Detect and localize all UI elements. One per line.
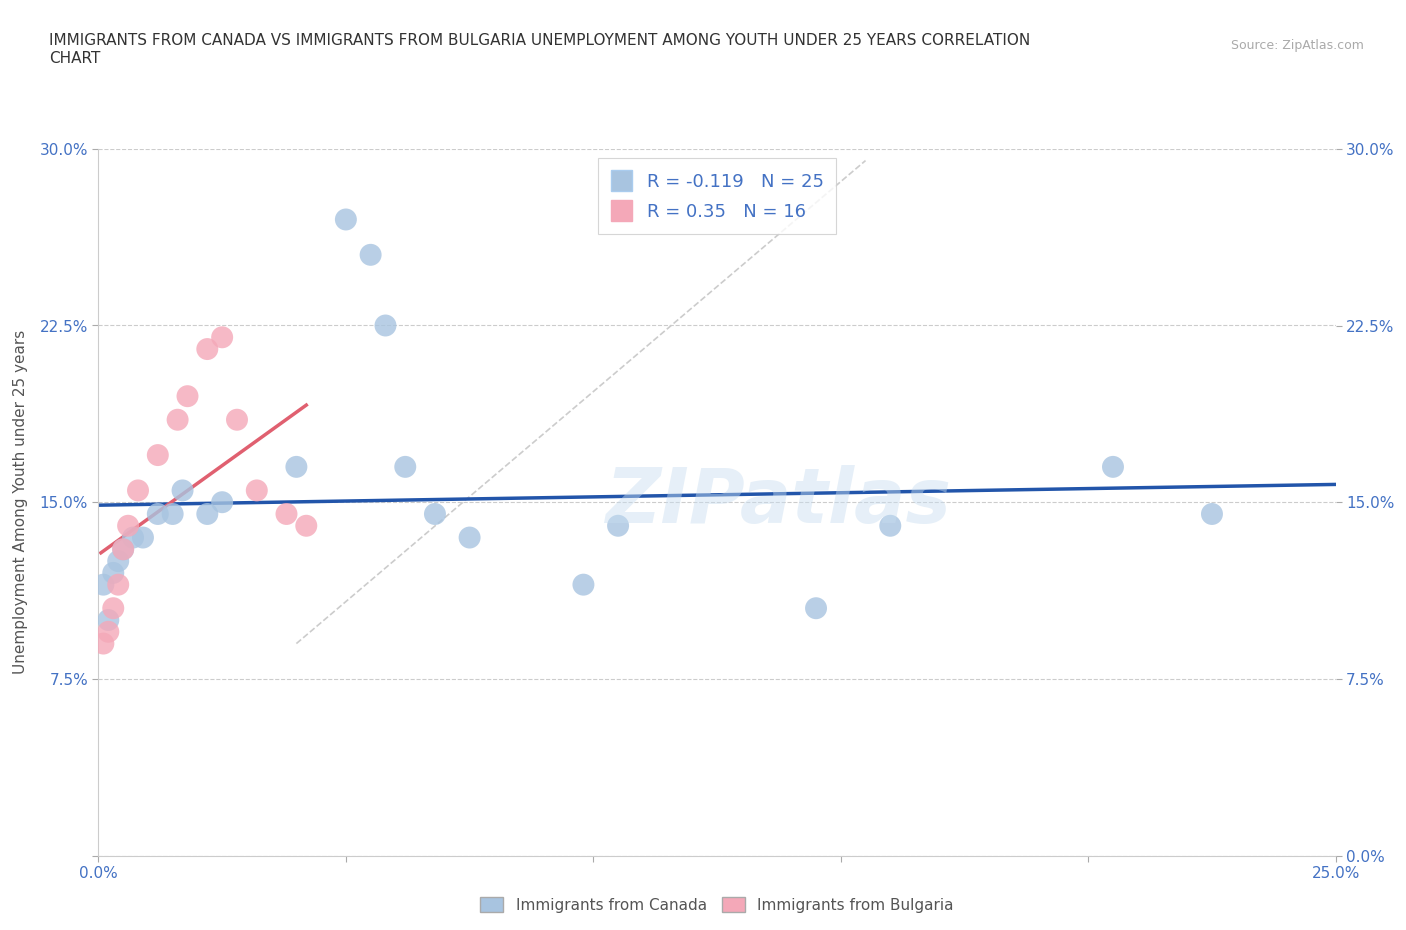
Point [195, 341, 218, 356]
Point [246, 483, 269, 498]
Point [117, 518, 139, 533]
Text: IMMIGRANTS FROM CANADA VS IMMIGRANTS FROM BULGARIA UNEMPLOYMENT AMONG YOUTH UNDE: IMMIGRANTS FROM CANADA VS IMMIGRANTS FRO… [49, 33, 1031, 47]
Point [112, 542, 135, 557]
Point [93, 578, 115, 592]
Point [572, 578, 595, 592]
Point [146, 447, 169, 462]
Point [103, 601, 125, 616]
Text: CHART: CHART [49, 51, 101, 66]
Legend: Immigrants from Canada, Immigrants from Bulgaria: Immigrants from Canada, Immigrants from … [474, 890, 960, 919]
Point [211, 495, 233, 510]
Point [394, 459, 416, 474]
Point [112, 542, 135, 557]
Point [97, 624, 120, 639]
Point [285, 459, 308, 474]
Point [458, 530, 481, 545]
Point [879, 518, 901, 533]
Point [1102, 459, 1125, 474]
Point [607, 518, 630, 533]
Point [132, 530, 155, 545]
Point [195, 507, 218, 522]
Point [146, 507, 169, 522]
Point [93, 636, 115, 651]
Y-axis label: Unemployment Among Youth under 25 years: Unemployment Among Youth under 25 years [14, 330, 28, 674]
Point [335, 212, 357, 227]
Point [1201, 507, 1223, 522]
Point [172, 483, 194, 498]
Text: Source: ZipAtlas.com: Source: ZipAtlas.com [1230, 39, 1364, 52]
Point [804, 601, 827, 616]
Point [226, 412, 249, 427]
Text: ZIPatlas: ZIPatlas [606, 465, 952, 539]
Point [360, 247, 382, 262]
Point [103, 565, 125, 580]
Point [162, 507, 184, 522]
Point [166, 412, 188, 427]
Point [295, 518, 318, 533]
Point [122, 530, 145, 545]
Point [423, 507, 446, 522]
Point [127, 483, 149, 498]
Point [176, 389, 198, 404]
Point [276, 507, 298, 522]
Point [374, 318, 396, 333]
Point [107, 553, 129, 568]
Point [107, 578, 129, 592]
Point [211, 330, 233, 345]
Point [97, 613, 120, 628]
